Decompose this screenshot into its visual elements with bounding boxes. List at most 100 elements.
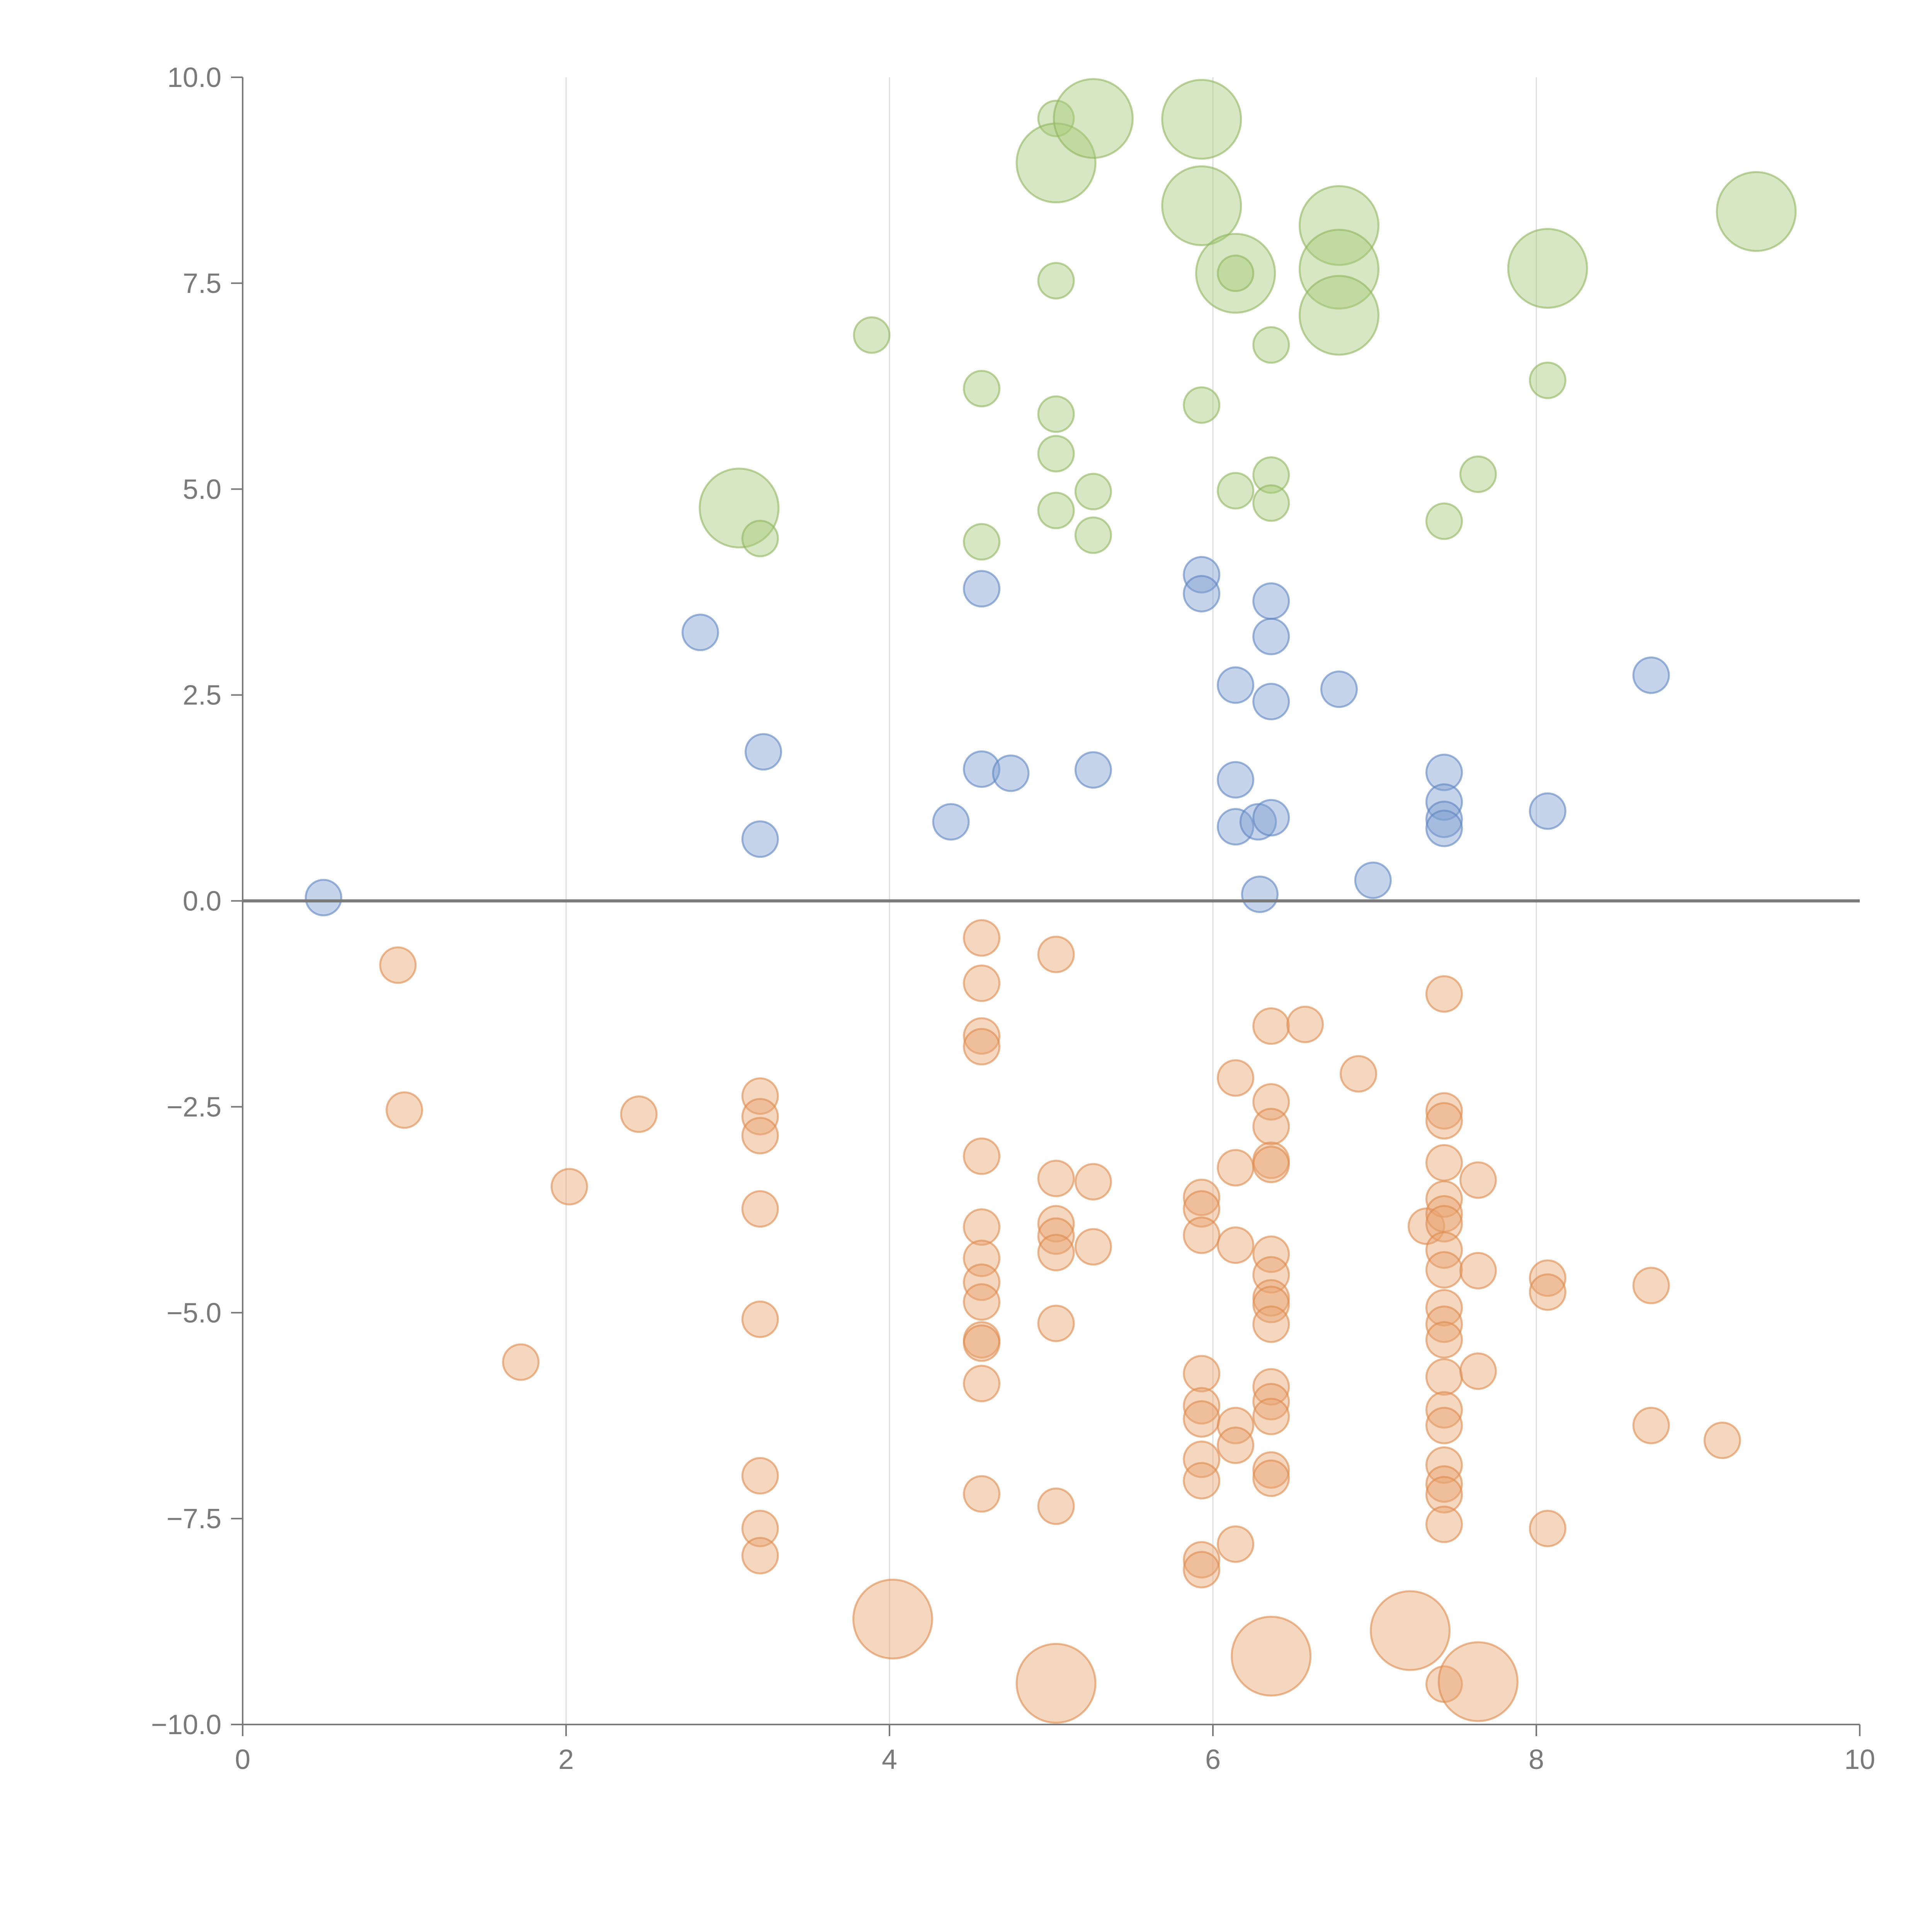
data-point-orange xyxy=(963,1365,1001,1403)
data-point-orange xyxy=(963,919,1001,957)
data-point-orange xyxy=(1037,1217,1075,1255)
data-point-orange xyxy=(1529,1273,1566,1311)
data-point-orange xyxy=(1252,1286,1290,1323)
data-point-orange xyxy=(741,1098,779,1136)
data-point-blue xyxy=(1252,582,1290,620)
data-point-orange xyxy=(1183,1462,1221,1500)
data-point-orange xyxy=(1632,1267,1670,1304)
data-point-orange xyxy=(1217,1149,1255,1187)
data-point-blue xyxy=(1074,751,1112,789)
data-point-orange xyxy=(1074,1163,1112,1201)
data-point-orange xyxy=(1183,1190,1221,1228)
data-point-green xyxy=(963,370,1001,408)
data-point-orange xyxy=(1183,1551,1221,1588)
data-point-orange xyxy=(1425,1391,1463,1429)
data-point-orange xyxy=(741,1510,779,1548)
data-point-orange xyxy=(1425,1305,1463,1343)
data-point-orange xyxy=(1217,1406,1255,1444)
data-point-orange xyxy=(1425,1476,1463,1514)
data-point-orange xyxy=(1425,1465,1463,1503)
data-point-orange xyxy=(1183,1355,1221,1393)
x-tick-label: 6 xyxy=(1205,1744,1221,1775)
data-point-orange xyxy=(1217,1525,1255,1563)
data-point-blue xyxy=(1239,803,1277,841)
data-point-orange xyxy=(1425,1102,1463,1140)
data-point-orange xyxy=(1459,1161,1497,1199)
data-point-blue xyxy=(1217,666,1255,704)
data-point-blue xyxy=(1320,670,1358,708)
data-point-orange xyxy=(1252,1368,1290,1406)
data-point-blue xyxy=(304,879,342,917)
data-point-blue xyxy=(1529,792,1566,830)
data-point-orange xyxy=(741,1300,779,1338)
data-point-orange xyxy=(1037,1160,1075,1197)
data-point-blue xyxy=(1183,556,1221,594)
data-point-orange xyxy=(1425,1251,1463,1289)
data-point-orange xyxy=(1252,1007,1290,1045)
data-point-orange xyxy=(1252,1398,1290,1435)
data-point-orange xyxy=(1340,1055,1378,1093)
data-point-blue xyxy=(932,803,970,841)
data-point-green xyxy=(1074,516,1112,554)
data-point-orange xyxy=(963,1137,1001,1175)
data-point-orange xyxy=(502,1343,540,1381)
data-point-orange xyxy=(1015,1643,1097,1724)
data-point-blue xyxy=(1241,875,1279,913)
data-point-orange xyxy=(1037,935,1075,973)
data-point-blue xyxy=(741,820,779,858)
data-point-orange xyxy=(1183,1541,1221,1579)
data-point-green xyxy=(1037,492,1075,529)
data-point-orange xyxy=(1183,1179,1221,1216)
data-point-orange xyxy=(1252,1305,1290,1343)
data-point-orange xyxy=(1286,1005,1324,1043)
y-tick-label: 0.0 xyxy=(183,886,221,917)
data-point-orange xyxy=(1217,1059,1255,1097)
data-point-orange xyxy=(1037,1487,1075,1525)
data-point-orange xyxy=(1217,1426,1255,1464)
data-point-blue xyxy=(1217,761,1255,799)
data-point-orange xyxy=(963,1283,1001,1321)
x-tick-label: 10 xyxy=(1844,1744,1875,1775)
data-point-green xyxy=(1217,254,1255,292)
data-point-blue xyxy=(1425,753,1463,791)
data-point-orange xyxy=(1529,1510,1566,1548)
data-point-orange xyxy=(1231,1616,1312,1697)
data-point-orange xyxy=(1252,1459,1290,1497)
data-point-orange xyxy=(1252,1256,1290,1294)
y-tick-label: 2.5 xyxy=(183,680,221,711)
data-point-green xyxy=(1298,185,1379,266)
data-point-orange xyxy=(1425,1205,1463,1243)
data-point-orange xyxy=(1425,975,1463,1013)
data-point-orange xyxy=(1370,1590,1451,1671)
data-point-orange xyxy=(1074,1228,1112,1266)
data-point-green xyxy=(1252,456,1290,494)
data-point-green xyxy=(699,468,780,549)
data-point-orange xyxy=(1183,1387,1221,1425)
data-point-green xyxy=(1195,233,1276,314)
data-point-green xyxy=(1298,229,1379,310)
data-point-green xyxy=(1161,79,1242,160)
data-point-orange xyxy=(1425,1446,1463,1484)
data-point-green xyxy=(1074,473,1112,510)
data-point-orange xyxy=(1425,1358,1463,1396)
data-point-orange xyxy=(741,1457,779,1495)
data-point-orange xyxy=(1183,1400,1221,1438)
y-tick-label: 5.0 xyxy=(183,474,221,505)
data-point-orange xyxy=(963,1475,1001,1513)
data-point-blue xyxy=(1252,617,1290,655)
data-point-green xyxy=(1298,275,1379,356)
data-point-blue xyxy=(1183,575,1221,612)
data-point-orange xyxy=(1425,1231,1463,1269)
data-point-orange xyxy=(1529,1259,1566,1297)
data-point-orange xyxy=(741,1537,779,1575)
data-point-orange xyxy=(1183,1440,1221,1478)
data-point-orange xyxy=(1252,1451,1290,1489)
data-point-orange xyxy=(1425,1321,1463,1359)
x-tick-label: 2 xyxy=(558,1744,574,1775)
data-point-orange xyxy=(1425,1289,1463,1327)
data-point-green xyxy=(1716,171,1797,252)
data-point-green xyxy=(1425,502,1463,540)
data-point-orange xyxy=(1217,1226,1255,1264)
